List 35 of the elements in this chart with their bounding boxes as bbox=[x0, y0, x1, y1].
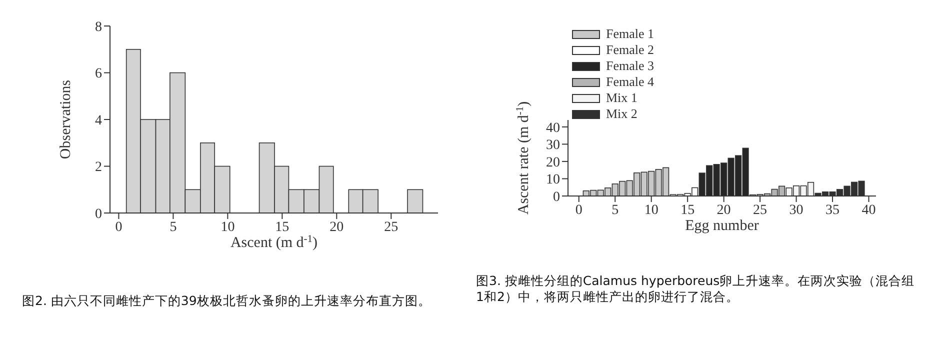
caption: 图2. 由六只不同雌性产下的39枚极北哲水蚤卵的上升速率分布直方图。 bbox=[22, 293, 432, 309]
x-tick-label: 0 bbox=[575, 202, 582, 218]
legend-label: Mix 2 bbox=[606, 106, 638, 122]
x-tick-label: 20 bbox=[716, 202, 731, 218]
x-tick-label: 25 bbox=[384, 220, 398, 235]
legend-label: Female 3 bbox=[606, 58, 654, 74]
x-tick-label: 30 bbox=[789, 202, 804, 218]
y-tick-label: 20 bbox=[546, 155, 560, 170]
x-tick-label: 10 bbox=[644, 202, 658, 218]
y-tick-label: 4 bbox=[95, 113, 102, 128]
x-tick-label: 5 bbox=[170, 220, 177, 235]
y-tick-label: 8 bbox=[95, 20, 102, 35]
legend-label: Female 2 bbox=[606, 42, 654, 58]
y-tick-label: 2 bbox=[95, 160, 102, 176]
caption: 图3. 按雌性分组的Calamus hyperboreus卵上升速率。在两次实验（混合组1和2）中，将两只雌性产出的卵进行了混合。 bbox=[476, 273, 916, 305]
y-tick-label: 30 bbox=[546, 138, 560, 154]
x-tick-label: 20 bbox=[330, 220, 344, 235]
x-tick-label: 5 bbox=[612, 202, 619, 218]
x-tick-label: 0 bbox=[115, 220, 122, 235]
x-tick-label: 35 bbox=[826, 202, 840, 218]
y-tick-label: 6 bbox=[95, 66, 102, 82]
x-tick-label: 40 bbox=[862, 202, 876, 218]
x-axis-title: Ascent (m d$^{-1}$) bbox=[230, 234, 318, 251]
legend-label: Female 4 bbox=[606, 74, 654, 90]
x-tick-label: 10 bbox=[220, 220, 235, 235]
legend-label: Female 1 bbox=[606, 26, 654, 42]
x-tick-label: 25 bbox=[753, 202, 768, 218]
x-tick-label: 15 bbox=[275, 220, 290, 235]
y-axis-title: Observations bbox=[58, 80, 74, 160]
x-axis-title: Egg number bbox=[685, 218, 759, 234]
legend-label: Mix 1 bbox=[606, 90, 638, 106]
y-tick-label: 40 bbox=[546, 120, 560, 136]
y-tick-label: 0 bbox=[553, 190, 560, 205]
y-tick-label: 10 bbox=[546, 172, 560, 188]
x-tick-label: 15 bbox=[680, 202, 695, 218]
